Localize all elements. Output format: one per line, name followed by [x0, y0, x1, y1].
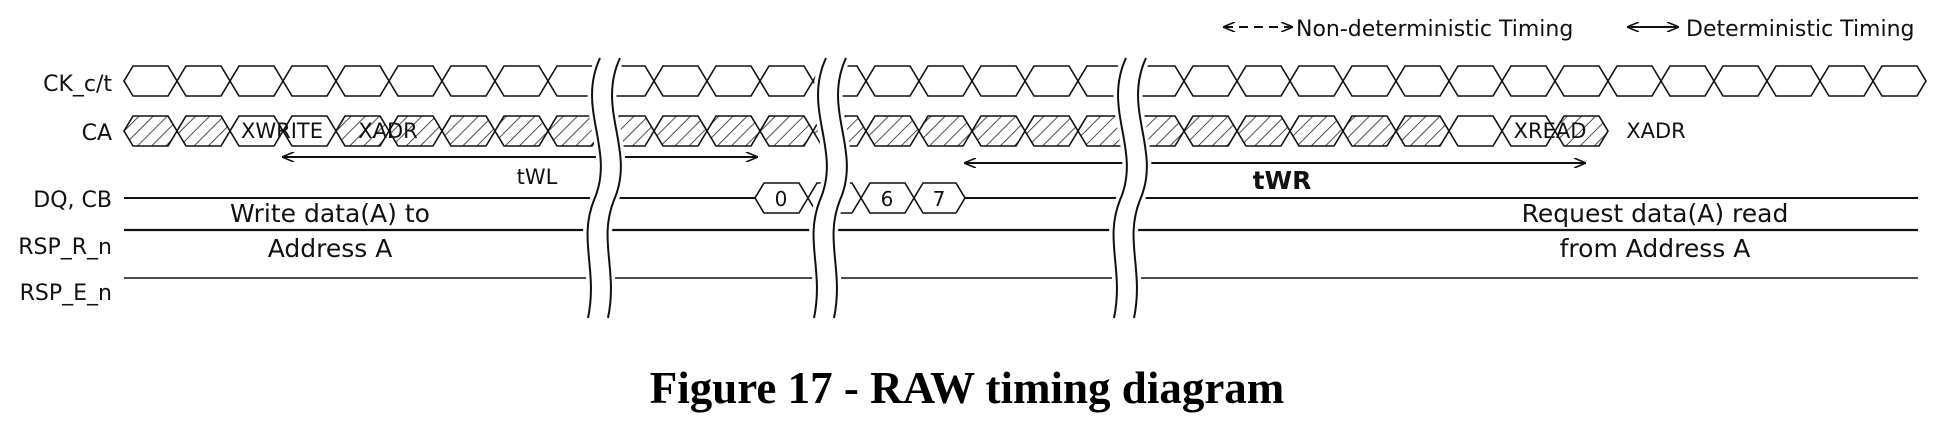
timing-arrows: tWL tWR	[283, 157, 1585, 195]
clock-cycle	[1183, 65, 1238, 97]
signal-label: CK_c/t	[43, 72, 112, 97]
clock-cycle	[123, 65, 178, 97]
legend: Non-deterministic Timing Deterministic T…	[1224, 17, 1915, 42]
ca-dont-care	[865, 115, 920, 147]
clock-cycle	[388, 65, 443, 97]
ca-dont-care	[1236, 115, 1291, 147]
clock-waveform	[123, 65, 1927, 97]
clock-cycle	[1819, 65, 1874, 97]
ca-dont-care	[1395, 115, 1450, 147]
clock-cycle	[335, 65, 390, 97]
clock-cycle	[1554, 65, 1609, 97]
clock-cycle	[1766, 65, 1821, 97]
ca-dont-care	[1554, 115, 1609, 147]
break-line	[1112, 57, 1128, 319]
ca-dont-care	[653, 115, 708, 147]
clock-cycle	[653, 65, 708, 97]
read-note-line2: from Address A	[1560, 234, 1751, 263]
ca-dont-care	[1024, 115, 1079, 147]
ca-dont-care	[123, 115, 178, 147]
clock-cycle	[1501, 65, 1556, 97]
ca-xadr-write-label: XADR	[358, 119, 418, 143]
clock-cycle	[759, 65, 814, 97]
ca-waveform	[123, 115, 1609, 147]
clock-cycle	[865, 65, 920, 97]
break-gap	[1113, 53, 1147, 321]
signal-label: RSP_E_n	[20, 281, 112, 306]
legend-deterministic: Deterministic Timing	[1686, 17, 1915, 42]
clock-cycle	[971, 65, 1026, 97]
break-line	[1132, 57, 1148, 319]
clock-cycle	[176, 65, 231, 97]
ca-dont-care	[1183, 115, 1238, 147]
break-line	[606, 57, 622, 319]
rsp-waveforms	[124, 228, 1918, 279]
signal-label: DQ, CB	[33, 188, 112, 213]
clock-cycle	[494, 65, 549, 97]
signal-label: RSP_R_n	[18, 235, 112, 260]
clock-cycle	[1660, 65, 1715, 97]
write-note-line1: Write data(A) to	[230, 199, 430, 228]
ca-command-labels: XWRITE XADR XREAD XADR	[241, 119, 1686, 143]
break-line	[832, 57, 848, 319]
clock-cycle	[282, 65, 337, 97]
signal-labels: CK_c/t CA DQ, CB RSP_R_n RSP_E_n	[18, 72, 112, 306]
ca-xread-label: XREAD	[1514, 119, 1587, 143]
dq-beat-label: 0	[775, 187, 788, 211]
time-break-marks	[583, 53, 1152, 321]
break-gap	[587, 53, 621, 321]
ca-xadr-read-label: XADR	[1626, 119, 1686, 143]
ca-command-cell	[1501, 115, 1556, 147]
clock-cycle	[1342, 65, 1397, 97]
ca-dont-care	[1289, 115, 1344, 147]
annotations: Write data(A) to Address A Request data(…	[230, 199, 1788, 263]
signal-label: CA	[82, 121, 112, 146]
twr-label: tWR	[1253, 166, 1312, 195]
clock-cycle	[229, 65, 284, 97]
clock-cycle	[1607, 65, 1662, 97]
dq-beat	[913, 182, 966, 214]
ca-command-cell	[1448, 115, 1503, 147]
ca-dont-care	[971, 115, 1026, 147]
clock-cycle	[1289, 65, 1344, 97]
clock-cycle	[1236, 65, 1291, 97]
break-gap	[813, 53, 847, 321]
ca-dont-care	[494, 115, 549, 147]
clock-cycle	[1448, 65, 1503, 97]
ca-dont-care	[176, 115, 231, 147]
ca-xwrite-label: XWRITE	[241, 119, 323, 143]
ca-dont-care	[706, 115, 761, 147]
clock-cycle	[706, 65, 761, 97]
write-note-line2: Address A	[268, 234, 393, 263]
ca-dont-care	[918, 115, 973, 147]
clock-cycle	[918, 65, 973, 97]
clock-cycle	[1713, 65, 1768, 97]
ca-command-cell	[282, 115, 337, 147]
figure-caption: Figure 17 - RAW timing diagram	[649, 363, 1285, 413]
twl-label: tWL	[517, 165, 558, 189]
break-line	[586, 57, 602, 319]
clock-cycle	[441, 65, 496, 97]
ca-dont-care	[1342, 115, 1397, 147]
legend-nondeterministic: Non-deterministic Timing	[1296, 17, 1573, 42]
clock-cycle	[1872, 65, 1927, 97]
clock-cycle	[1024, 65, 1079, 97]
read-note-line1: Request data(A) read	[1522, 199, 1789, 228]
ca-dont-care	[759, 115, 814, 147]
dq-beat-label: 7	[933, 187, 946, 211]
ca-dont-care	[441, 115, 496, 147]
timing-diagram: Non-deterministic Timing Deterministic T…	[18, 17, 1927, 321]
dq-beat-label: 6	[881, 187, 894, 211]
clock-cycle	[1395, 65, 1450, 97]
break-line	[812, 57, 828, 319]
